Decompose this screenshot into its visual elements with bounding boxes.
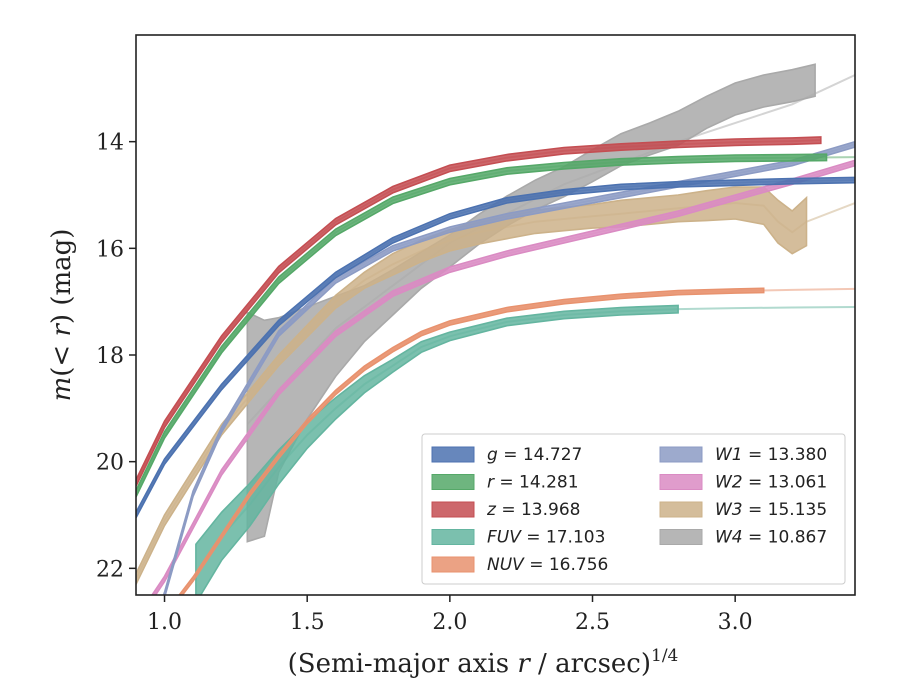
legend-label: W3 = 15.135 bbox=[715, 500, 827, 520]
series-g bbox=[136, 176, 855, 519]
legend-label: W1 = 13.380 bbox=[715, 445, 827, 465]
plot-frame bbox=[135, 34, 856, 596]
legend-swatch bbox=[431, 556, 475, 573]
legend-entry: W2 = 13.061 bbox=[659, 473, 827, 493]
data-band-nuv bbox=[178, 287, 765, 595]
legend-swatch bbox=[431, 529, 475, 545]
data-band-r bbox=[136, 153, 828, 498]
legend-label-var: W4 bbox=[715, 528, 743, 548]
legend-entry: W4 = 10.867 bbox=[659, 528, 827, 548]
legend-label-var: W2 bbox=[715, 473, 743, 493]
series-w2 bbox=[151, 159, 855, 595]
data-band-w2 bbox=[151, 159, 855, 595]
legend-label-value: = 15.135 bbox=[743, 500, 828, 520]
legend-label: W2 = 13.061 bbox=[715, 473, 827, 493]
legend-label-var: W3 bbox=[715, 500, 743, 520]
legend-label-var: r bbox=[487, 473, 495, 493]
legend-label-var: z bbox=[486, 500, 497, 520]
x-axis-label-post: / arcsec) bbox=[530, 649, 651, 679]
legend-label: z = 13.968 bbox=[486, 500, 580, 520]
x-tick-label: 2.5 bbox=[575, 610, 610, 635]
y-tick-label: 22 bbox=[96, 557, 124, 582]
legend-swatch bbox=[431, 501, 475, 518]
x-axis-label-sup: 1/4 bbox=[651, 646, 678, 666]
legend-label: g = 14.727 bbox=[487, 445, 582, 465]
series-layer bbox=[136, 63, 855, 595]
y-tick-label: 18 bbox=[96, 344, 124, 369]
data-band-z bbox=[136, 136, 822, 487]
legend-label: FUV = 17.103 bbox=[487, 528, 605, 548]
x-tick-label: 2.0 bbox=[432, 610, 467, 635]
legend-swatch bbox=[659, 474, 703, 490]
legend-entry: NUV = 16.756 bbox=[431, 555, 608, 575]
legend-label-value: = 16.756 bbox=[524, 555, 609, 575]
legend-label: NUV = 16.756 bbox=[487, 555, 608, 575]
legend-entry: W3 = 15.135 bbox=[659, 500, 827, 520]
y-axis-label-var: r bbox=[47, 323, 77, 337]
series-z bbox=[136, 136, 822, 487]
legend-label-var: g bbox=[487, 445, 498, 465]
legend-label-value: = 17.103 bbox=[521, 528, 606, 548]
legend-label-value: = 14.281 bbox=[494, 473, 579, 493]
legend-label-var: W1 bbox=[715, 445, 743, 465]
x-axis-label-pre: (Semi-major axis bbox=[288, 649, 518, 679]
y-axis-label: m(< r) (mag) bbox=[47, 229, 77, 402]
legend-label-value: = 10.867 bbox=[743, 528, 828, 548]
legend-entry: W1 = 13.380 bbox=[659, 445, 827, 465]
series-fuv bbox=[195, 304, 855, 595]
legend-entry: FUV = 17.103 bbox=[431, 528, 605, 548]
legend-label-var: NUV bbox=[487, 555, 525, 575]
legend-label-var: FUV bbox=[487, 528, 522, 548]
series-r bbox=[136, 153, 855, 498]
legend-swatch bbox=[431, 446, 475, 463]
x-tick-label: 3.0 bbox=[718, 610, 753, 635]
legend-entry: r = 14.281 bbox=[431, 473, 579, 493]
y-axis: 14 16 18 20 22 bbox=[96, 131, 136, 582]
legend-swatch bbox=[659, 529, 703, 545]
y-axis-label-post: ) (mag) bbox=[47, 229, 77, 325]
legend-swatch bbox=[659, 501, 703, 518]
legend-box bbox=[421, 433, 846, 585]
legend-label: W4 = 10.867 bbox=[715, 528, 827, 548]
data-band-g bbox=[136, 176, 855, 519]
x-tick-label: 1.0 bbox=[147, 610, 182, 635]
data-band-fuv bbox=[195, 304, 679, 595]
x-axis-label-var: r bbox=[517, 649, 531, 679]
series-nuv bbox=[178, 287, 855, 595]
legend-entry: g = 14.727 bbox=[431, 445, 582, 465]
legend-swatch bbox=[659, 446, 703, 463]
y-tick-label: 14 bbox=[96, 131, 124, 156]
x-axis-label: (Semi-major axis r / arcsec)1/4 bbox=[288, 646, 679, 679]
y-axis-label-pre: m bbox=[47, 377, 77, 402]
y-tick-label: 20 bbox=[96, 451, 124, 476]
legend-label-value: = 13.380 bbox=[743, 445, 828, 465]
legend-label-value: = 14.727 bbox=[498, 445, 583, 465]
legend-label: r = 14.281 bbox=[487, 473, 579, 493]
legend-label-value: = 13.968 bbox=[496, 500, 581, 520]
legend-label-value: = 13.061 bbox=[743, 473, 828, 493]
y-tick-label: 16 bbox=[96, 237, 124, 262]
x-tick-label: 1.5 bbox=[290, 610, 325, 635]
legend-entry: z = 13.968 bbox=[431, 500, 580, 520]
x-axis: 1.0 1.5 2.0 2.5 3.0 bbox=[147, 595, 753, 635]
legend-swatch bbox=[431, 474, 475, 490]
y-axis-label-mid: (< bbox=[47, 337, 77, 377]
